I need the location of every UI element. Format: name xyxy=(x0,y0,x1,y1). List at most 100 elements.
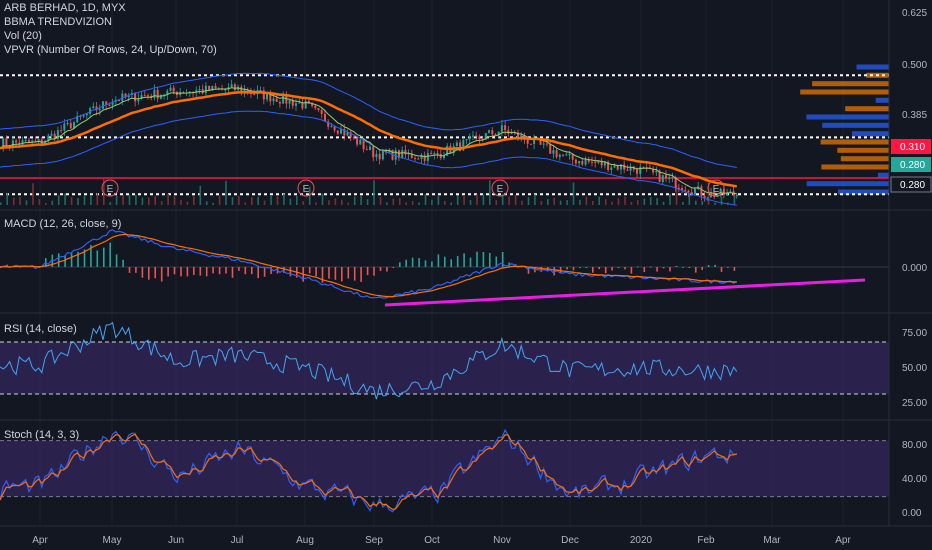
earnings-marker xyxy=(707,179,725,197)
macd-trendline xyxy=(384,278,866,307)
candle-body xyxy=(552,150,555,154)
vpvr-bar xyxy=(840,156,889,162)
volume-bar xyxy=(12,197,15,205)
candle-body xyxy=(735,195,738,197)
candle-body xyxy=(50,133,53,136)
candle-body xyxy=(307,100,310,104)
volume-bar xyxy=(334,198,337,205)
macd-histogram-bar xyxy=(392,267,395,269)
volume-bar xyxy=(643,198,646,205)
volume-bar xyxy=(424,194,427,205)
candle-body xyxy=(381,149,384,160)
macd-histogram-bar xyxy=(263,267,266,277)
macd-signal-line xyxy=(0,233,737,298)
candle-body xyxy=(639,166,642,174)
candle-body xyxy=(340,129,342,134)
time-label: Aug xyxy=(296,535,314,546)
volume-bar xyxy=(656,198,658,205)
candle-body xyxy=(343,129,346,136)
stoch-band xyxy=(0,440,889,497)
volume-bar xyxy=(77,198,79,205)
candle-body xyxy=(278,102,281,104)
macd-histogram-bar xyxy=(585,267,588,268)
candle-body xyxy=(488,130,490,134)
candle-body xyxy=(2,138,5,149)
candle-body xyxy=(118,99,120,101)
candle-body xyxy=(655,170,658,173)
candle-body xyxy=(21,140,24,145)
volume-bar xyxy=(6,193,8,205)
macd-histogram-bar xyxy=(579,267,581,268)
volume-bar xyxy=(19,197,21,205)
candle-body xyxy=(349,132,352,138)
candle-body xyxy=(356,137,359,145)
candle-body xyxy=(111,101,114,105)
candle-body xyxy=(53,133,56,139)
macd-histogram-bar xyxy=(148,267,150,280)
candle-body xyxy=(610,167,613,170)
volume-bar xyxy=(347,202,350,205)
candle-body xyxy=(98,108,101,111)
volume-bar xyxy=(463,194,465,205)
volume-bar xyxy=(489,180,491,205)
candle-body xyxy=(324,114,326,122)
price-tick-0385: 0.385 xyxy=(902,110,927,121)
volume-bar xyxy=(205,201,208,205)
candle-body xyxy=(330,126,333,128)
symbol-title: ARB BERHAD, 1D, MYX xyxy=(4,2,126,14)
candle-body xyxy=(658,170,661,182)
macd-histogram-bar xyxy=(77,251,79,267)
candle-body xyxy=(587,159,590,162)
candle-body xyxy=(298,102,301,104)
candle-body xyxy=(414,157,416,159)
candle-body xyxy=(703,195,706,198)
macd-title: MACD (12, 26, close, 9) xyxy=(4,218,122,230)
volume-bar xyxy=(540,200,543,205)
candle-body xyxy=(269,92,272,102)
macd-histogram-bar xyxy=(527,267,530,274)
macd-histogram-bar xyxy=(186,267,189,277)
macd-histogram-bar xyxy=(604,267,607,274)
earnings-label: E xyxy=(713,184,720,195)
price-tick-0500: 0.500 xyxy=(902,60,927,71)
macd-histogram-bar xyxy=(669,267,671,272)
candle-body xyxy=(546,143,548,145)
support-price-label: 0.310 xyxy=(900,142,925,153)
volume-bar xyxy=(714,202,716,205)
candle-body xyxy=(362,139,365,150)
volume-bar xyxy=(0,202,2,205)
volume-bar xyxy=(482,194,485,205)
candle-body xyxy=(722,188,725,195)
candle-body xyxy=(320,110,323,114)
candle-body xyxy=(558,154,561,158)
vpvr-bar xyxy=(822,122,889,128)
vpvr-bar xyxy=(800,89,889,95)
candle-body xyxy=(436,153,439,155)
volume-bar xyxy=(167,194,169,205)
macd-histogram-bar xyxy=(695,267,697,273)
pane-separators xyxy=(0,0,932,527)
candle-body xyxy=(497,131,500,135)
volume-bar xyxy=(508,196,510,205)
candle-body xyxy=(369,146,371,150)
volume-bar xyxy=(122,195,124,205)
macd-histogram-bar xyxy=(707,265,710,267)
candle-body xyxy=(410,153,413,158)
earnings-label: E xyxy=(303,184,310,195)
candle-body xyxy=(597,160,600,163)
candle-body xyxy=(89,108,92,114)
candle-body xyxy=(591,161,593,163)
candle-body xyxy=(233,84,236,90)
macd-histogram-bar xyxy=(656,267,658,272)
time-axis: Apr May Jun Jul Aug Sep Oct Nov Dec 2020 Feb Mar Apr xyxy=(32,535,851,546)
macd-histogram-bar xyxy=(643,267,646,273)
candle-body xyxy=(375,153,378,158)
bollinger-upper xyxy=(0,72,737,168)
price-overlays xyxy=(0,72,738,206)
candle-body xyxy=(378,153,381,160)
macd-histogram-bar xyxy=(624,267,626,270)
candle-body xyxy=(517,132,519,139)
candle-body xyxy=(85,113,88,116)
